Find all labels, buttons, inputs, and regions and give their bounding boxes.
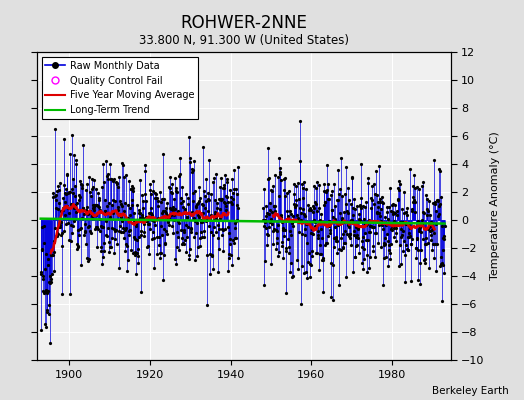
Y-axis label: Temperature Anomaly (°C): Temperature Anomaly (°C) [490, 132, 500, 280]
Text: 33.800 N, 91.300 W (United States): 33.800 N, 91.300 W (United States) [139, 34, 348, 47]
Text: ROHWER-2NNE: ROHWER-2NNE [180, 14, 307, 32]
Text: Berkeley Earth: Berkeley Earth [432, 386, 508, 396]
Legend: Raw Monthly Data, Quality Control Fail, Five Year Moving Average, Long-Term Tren: Raw Monthly Data, Quality Control Fail, … [41, 57, 198, 119]
